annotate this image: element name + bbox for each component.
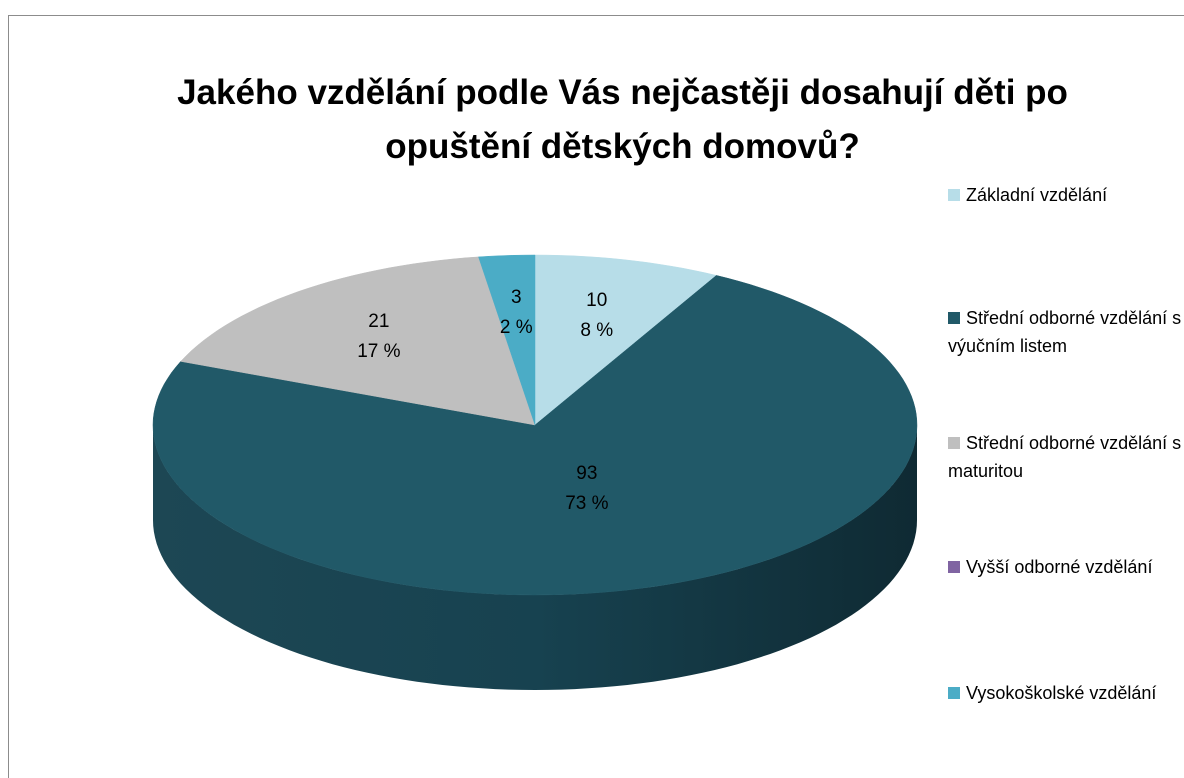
data-label: 10 xyxy=(586,290,607,311)
legend-item: Vysokoškolské vzdělání xyxy=(948,679,1184,707)
slice xyxy=(152,275,918,596)
chart-title: Jakého vzdělání podle Vás nejčastěji dos… xyxy=(177,73,1068,166)
data-label: 73 % xyxy=(565,493,608,514)
data-label: 3 xyxy=(511,287,522,308)
legend-swatch xyxy=(948,189,960,201)
slice-side xyxy=(153,425,917,690)
legend-swatch xyxy=(948,312,960,324)
data-label: 21 xyxy=(368,311,389,332)
legend-label: Základní vzdělání xyxy=(966,185,1108,205)
data-label: 8 % xyxy=(580,320,613,341)
legend-swatch xyxy=(948,561,960,573)
frame xyxy=(8,15,1184,778)
legend-label: Střední odborné vzdělání s maturitou xyxy=(948,433,1182,481)
legend-swatch xyxy=(948,437,960,449)
data-label: 17 % xyxy=(357,341,400,362)
slice xyxy=(534,254,717,426)
legend-item: Základní vzdělání xyxy=(948,181,1184,209)
data-label: 2 % xyxy=(500,317,533,338)
legend-item: Vyšší odborné vzdělání xyxy=(948,553,1184,581)
legend-label: Vysokoškolské vzdělání xyxy=(966,683,1157,703)
legend-label: Střední odborné vzdělání s výučním liste… xyxy=(948,308,1182,356)
legend-item: Střední odborné vzdělání s maturitou xyxy=(948,429,1184,485)
legend-item: Střední odborné vzdělání s výučním liste… xyxy=(948,304,1184,360)
slice xyxy=(180,256,536,426)
slice xyxy=(478,254,536,426)
legend-label: Vyšší odborné vzdělání xyxy=(966,557,1153,577)
data-label: 93 xyxy=(576,463,597,484)
legend-swatch xyxy=(948,687,960,699)
